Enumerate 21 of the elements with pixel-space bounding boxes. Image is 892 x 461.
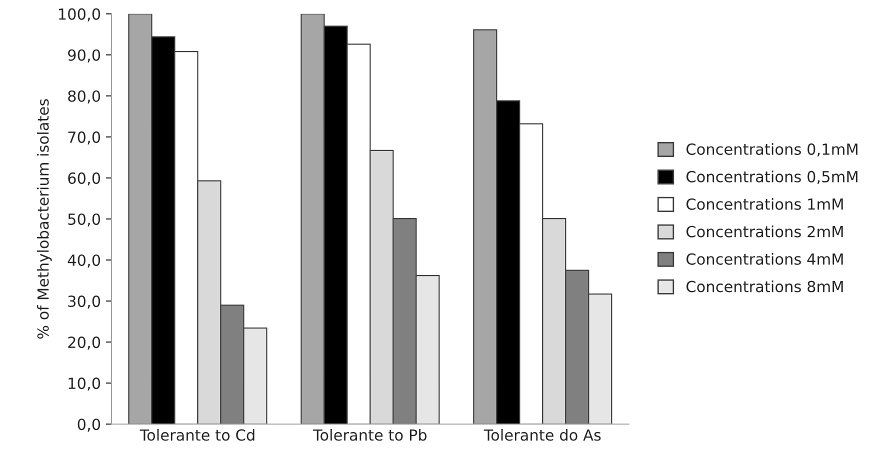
y-tick-label: 0,0 bbox=[78, 418, 100, 432]
x-tick-label: Tolerante do As bbox=[484, 428, 601, 441]
legend-label: Concentrations 1mM bbox=[686, 198, 843, 210]
legend-label: Concentrations 8mM bbox=[686, 280, 843, 292]
legend-label: Concentrations 2mM bbox=[686, 226, 843, 238]
legend-label: Concentrations 0,5mM bbox=[686, 170, 858, 184]
y-tick-label: 40,0 bbox=[68, 254, 100, 268]
y-axis-title: % of Methylobacterium isolates bbox=[37, 99, 52, 339]
y-tick-label: 50,0 bbox=[68, 213, 100, 227]
x-tick-label: Tolerante to Pb bbox=[312, 428, 427, 441]
y-tick-label: 20,0 bbox=[68, 336, 100, 350]
y-tick-label: 90,0 bbox=[68, 49, 100, 62]
y-tick-label: 60,0 bbox=[68, 172, 100, 186]
y-tick-label: 70,0 bbox=[68, 131, 100, 144]
y-tick-label: 80,0 bbox=[68, 90, 100, 104]
x-tick-label: Tolerante to Cd bbox=[140, 428, 254, 441]
y-tick-label: 100,0 bbox=[59, 8, 100, 22]
y-tick-label: 10,0 bbox=[68, 378, 100, 391]
legend-label: Concentrations 0,1mM bbox=[686, 143, 858, 157]
legend-label: Concentrations 4mM bbox=[686, 253, 843, 265]
y-tick-label: 30,0 bbox=[68, 296, 100, 309]
